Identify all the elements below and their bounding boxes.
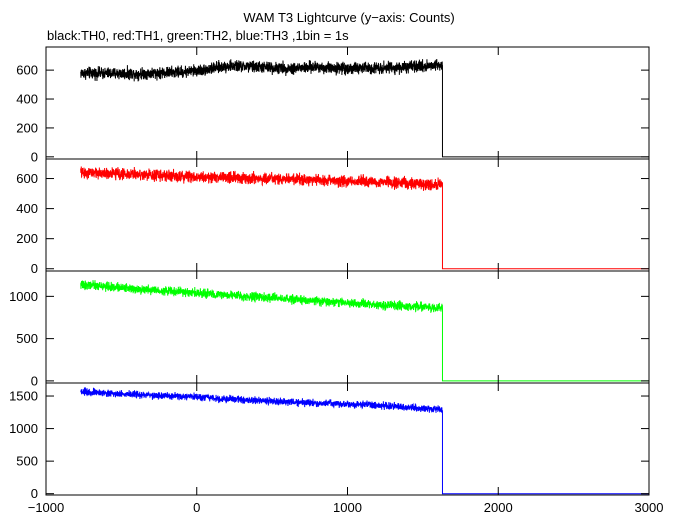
y-tick-label: 400 [16,201,38,216]
panel-frame [45,382,650,496]
panel-frame [45,46,650,160]
y-tick-label: 1000 [9,421,38,436]
x-tick-label: 3000 [635,500,664,515]
y-tick-label: 0 [31,373,38,388]
series-line-th2 [80,280,649,382]
y-tick-label: 0 [31,486,38,501]
y-tick-label: 0 [31,261,38,276]
series-line-th0 [80,58,649,158]
y-tick-label: 600 [16,63,38,78]
panel-th3: 0 500 1000 1500 [9,382,650,501]
y-tick-label: 500 [16,454,38,469]
x-tick-label: 2000 [484,500,513,515]
x-tick-label: 0 [193,500,200,515]
x-tick-label: 1000 [333,500,362,515]
series-line-th1 [80,166,649,270]
plot-area: 0 200 400 600 0 200 400 600 0 500 1000 0 500 1000 1500… [9,46,664,515]
y-tick-label: 200 [16,231,38,246]
y-tick-label: 1000 [9,289,38,304]
y-tick-label: 400 [16,92,38,107]
y-tick-label: 200 [16,120,38,135]
panel-th1: 0 200 400 600 [16,158,650,276]
y-tick-label: 0 [31,149,38,164]
panel-th0: 0 200 400 600 [16,46,650,164]
y-tick-label: 500 [16,331,38,346]
chart-title: WAM T3 Lightcurve (y−axis: Counts) [243,10,454,25]
y-tick-label: 600 [16,171,38,186]
series-line-th3 [80,387,649,495]
y-tick-label: 1500 [9,389,38,404]
panel-th2: 0 500 1000 [9,270,650,388]
chart-subtitle: black:TH0, red:TH1, green:TH2, blue:TH3 … [47,28,349,43]
x-tick-label: −1000 [28,500,65,515]
